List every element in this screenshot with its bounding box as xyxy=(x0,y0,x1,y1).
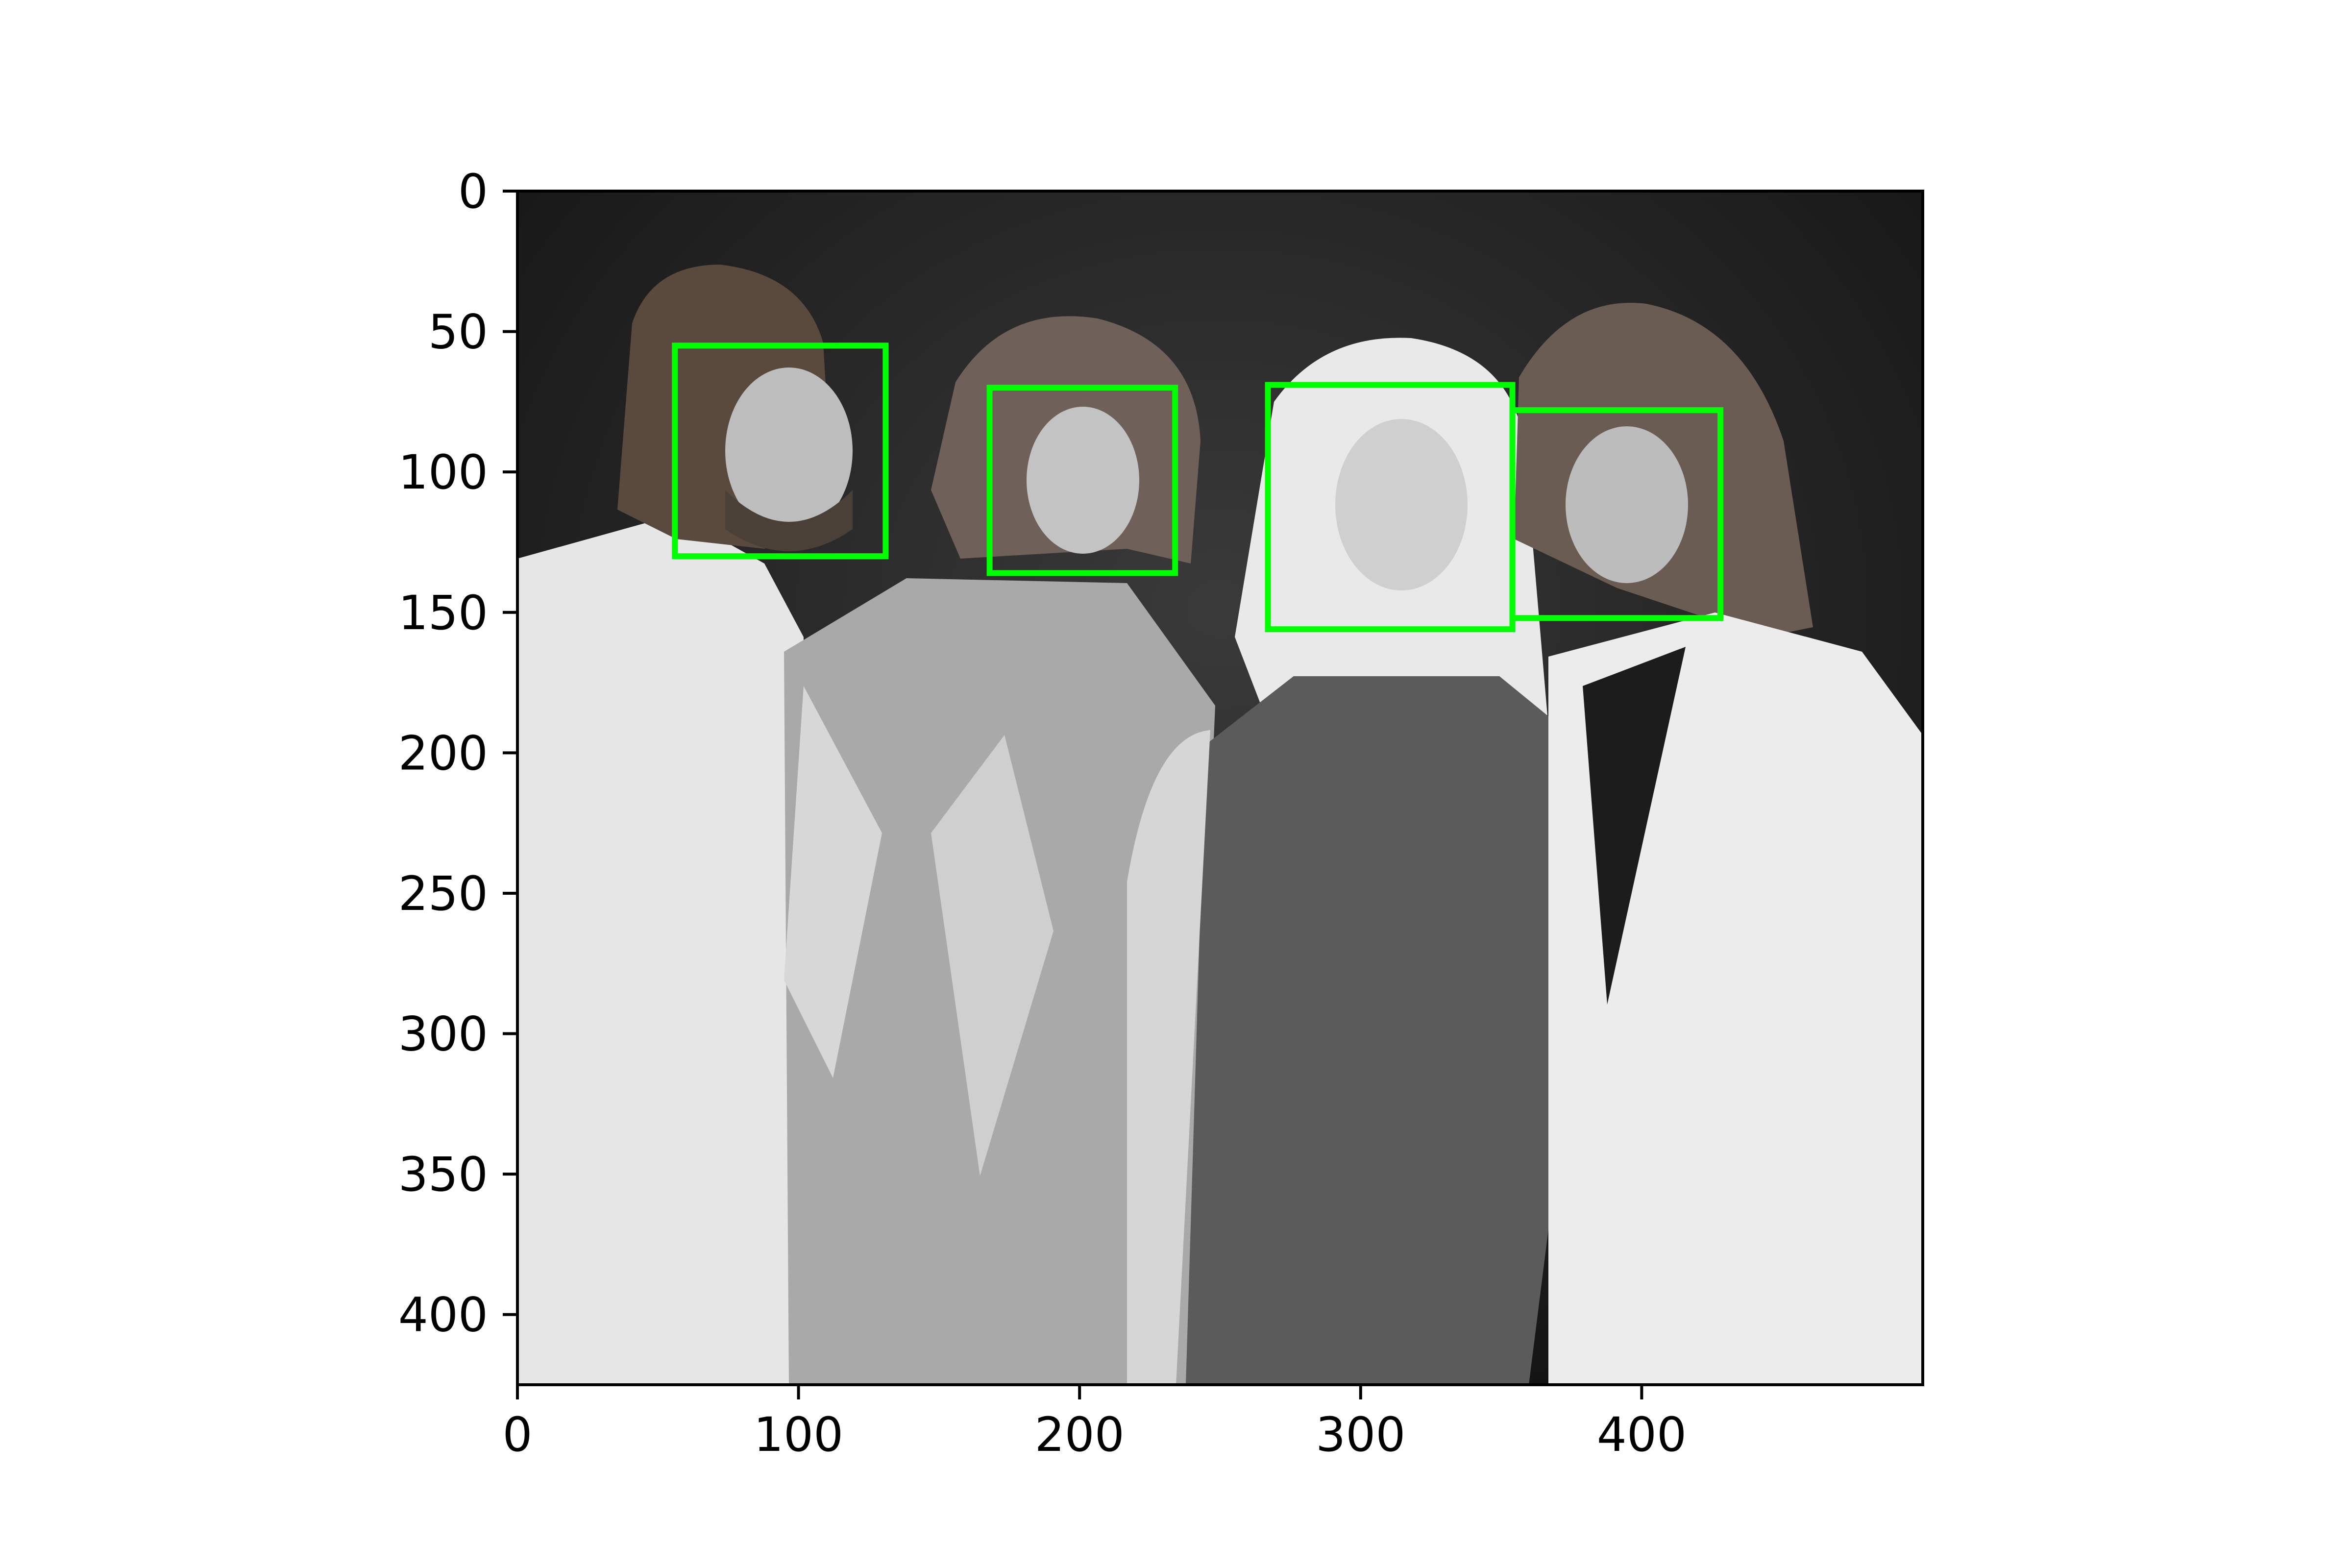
axes-frame xyxy=(516,190,1924,1386)
x-tick-label: 100 xyxy=(754,1407,843,1462)
person-1 xyxy=(517,265,853,1385)
person-4 xyxy=(1514,302,1923,1385)
person-2 xyxy=(784,316,1215,1385)
face-boxes xyxy=(672,343,1724,633)
face-box-1 xyxy=(672,343,889,560)
y-tick-label: 300 xyxy=(398,1007,488,1062)
y-tick-label: 150 xyxy=(398,586,488,640)
y-tick-label: 50 xyxy=(428,305,488,360)
face-box-4 xyxy=(1509,407,1724,621)
y-tick-label: 350 xyxy=(398,1147,488,1202)
x-tick-label: 400 xyxy=(1597,1407,1687,1462)
x-tick-label: 200 xyxy=(1035,1407,1125,1462)
x-tick-label: 0 xyxy=(502,1407,532,1462)
person-3 xyxy=(1127,338,1607,1385)
y-tick-label: 100 xyxy=(398,445,488,500)
x-axis: 0 100 200 300 400 xyxy=(502,1385,1687,1462)
x-tick-label: 300 xyxy=(1316,1407,1405,1462)
y-tick-label: 250 xyxy=(398,866,488,921)
y-tick-label: 400 xyxy=(398,1288,488,1343)
y-axis: 0 50 100 150 200 250 300 350 400 xyxy=(398,164,517,1343)
y-tick-label: 200 xyxy=(398,726,488,781)
face-box-2 xyxy=(986,385,1178,576)
photo xyxy=(517,191,1923,1385)
y-tick-label: 0 xyxy=(458,164,488,219)
